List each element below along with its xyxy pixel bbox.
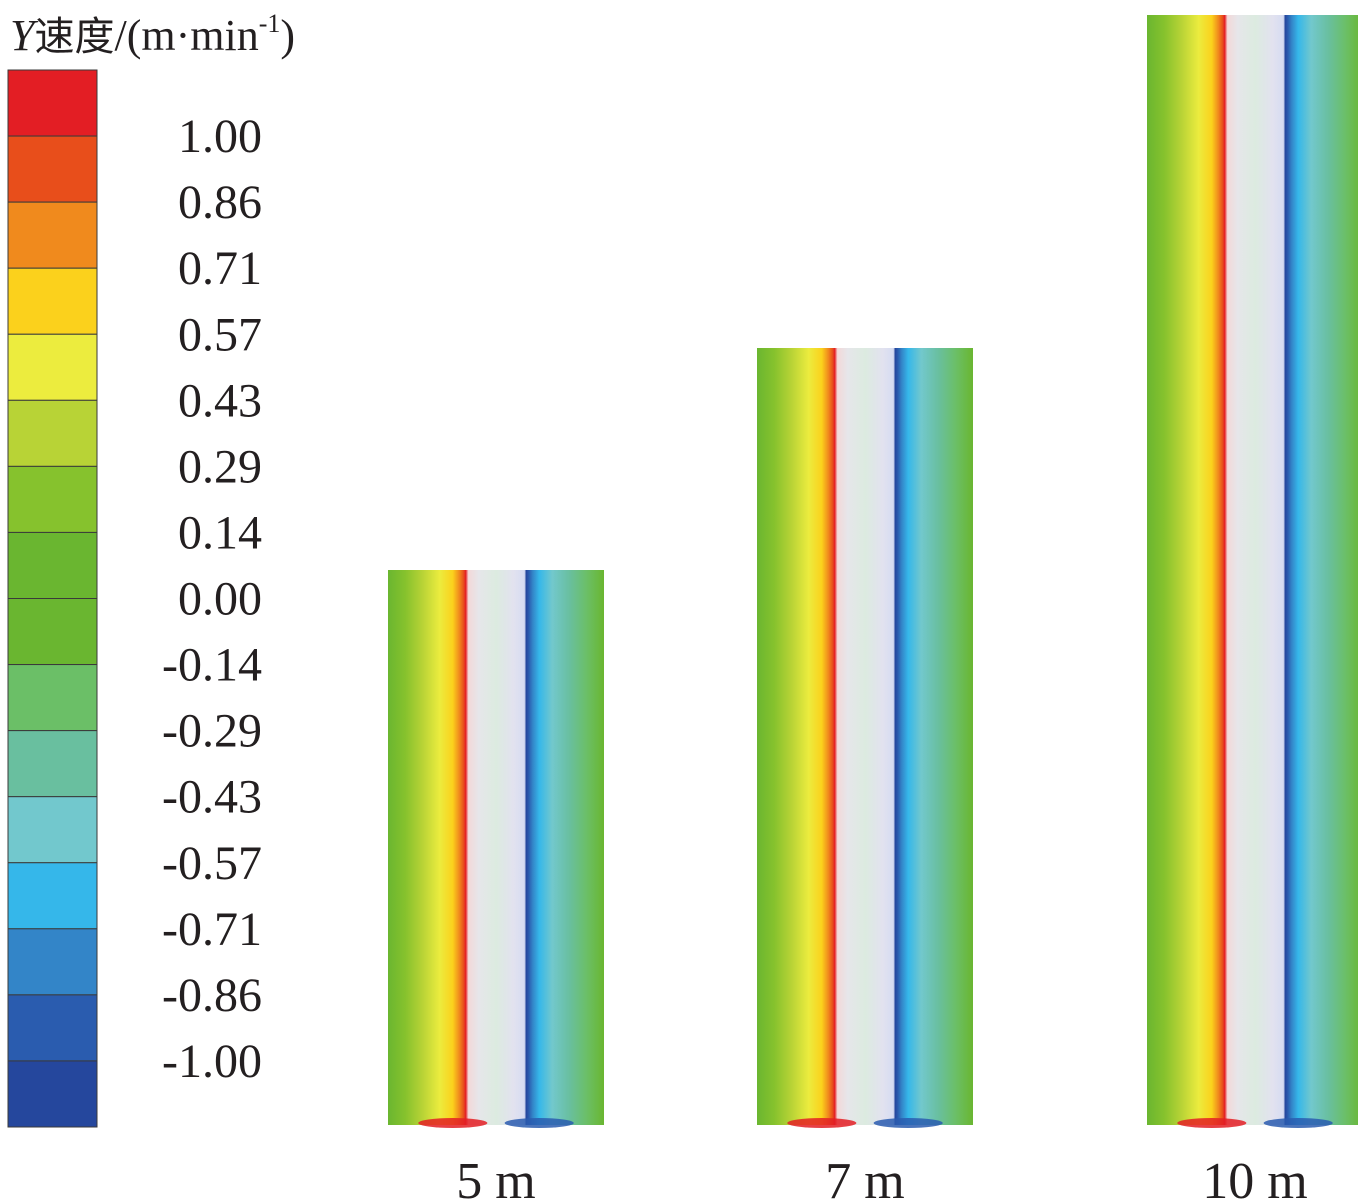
color-bar-segment (7, 531, 98, 599)
color-bar-segment (7, 796, 98, 864)
color-bar-tick-label: -1.00 (162, 1035, 262, 1088)
color-bar-tick-label: -0.29 (162, 705, 262, 758)
color-bar-tick-labels: 1.00 0.86 0.71 0.57 0.43 0.29 0.14 0.00 -0.14 -0.… (162, 110, 262, 1088)
color-bar-segment (7, 1060, 98, 1128)
legend-title-variable: Y (10, 11, 39, 60)
contour-panels: 5 m 7 m 10 m (388, 15, 1358, 1201)
color-bar-segment (7, 333, 98, 401)
legend-title-unit-close: ) (280, 11, 295, 60)
velocity-field (1147, 15, 1358, 1125)
bottom-upflow-region (787, 1118, 857, 1128)
color-bar-tick-label: 0.86 (178, 176, 262, 229)
color-bar-tick-label: 0.29 (178, 440, 262, 493)
legend-title-unit: /(m·min (114, 11, 258, 60)
color-bar-segment (7, 664, 98, 732)
color-bar-segment (7, 598, 98, 666)
color-bar-tick-label: 0.71 (178, 242, 262, 295)
bottom-downflow-region (1263, 1118, 1333, 1128)
color-bar-segment (7, 928, 98, 996)
color-bar-tick-label: 1.00 (178, 110, 262, 163)
contour-panel: 5 m (388, 570, 604, 1201)
color-bar-tick-label: 0.57 (178, 308, 262, 361)
color-bar-segment (7, 465, 98, 533)
legend-title-name: 速度 (34, 14, 114, 60)
color-bar-tick-label: -0.86 (162, 969, 262, 1022)
color-bar (7, 69, 98, 1128)
color-bar-segment (7, 69, 98, 137)
color-bar-tick-label: -0.71 (162, 903, 262, 956)
color-bar-segment (7, 862, 98, 930)
color-bar-segment (7, 135, 98, 203)
panel-label: 10 m (1202, 1153, 1307, 1201)
color-bar-segment (7, 994, 98, 1062)
bottom-downflow-region (873, 1118, 943, 1128)
panel-label: 7 m (825, 1153, 904, 1201)
legend-title-unit-exponent: -1 (259, 9, 281, 38)
contour-panel: 7 m (757, 348, 973, 1201)
color-bar-segment (7, 267, 98, 335)
color-bar-tick-label: 0.43 (178, 374, 262, 427)
color-bar-tick-label: -0.14 (162, 639, 262, 692)
bottom-downflow-region (504, 1118, 574, 1128)
color-bar-segment (7, 730, 98, 798)
contour-panel: 10 m (1147, 15, 1358, 1201)
color-bar-tick-label: -0.43 (162, 771, 262, 824)
color-bar-tick-label: 0.00 (178, 573, 262, 626)
bottom-upflow-region (418, 1118, 488, 1128)
color-bar-tick-label: 0.14 (178, 506, 262, 559)
legend-title: Y速度/(m·min-1) (10, 9, 295, 60)
velocity-field (388, 570, 604, 1125)
bottom-upflow-region (1177, 1118, 1247, 1128)
color-bar-segment (7, 399, 98, 467)
color-bar-segment (7, 201, 98, 269)
panel-label: 5 m (456, 1153, 535, 1201)
color-bar-tick-label: -0.57 (162, 837, 262, 890)
velocity-field (757, 348, 973, 1125)
